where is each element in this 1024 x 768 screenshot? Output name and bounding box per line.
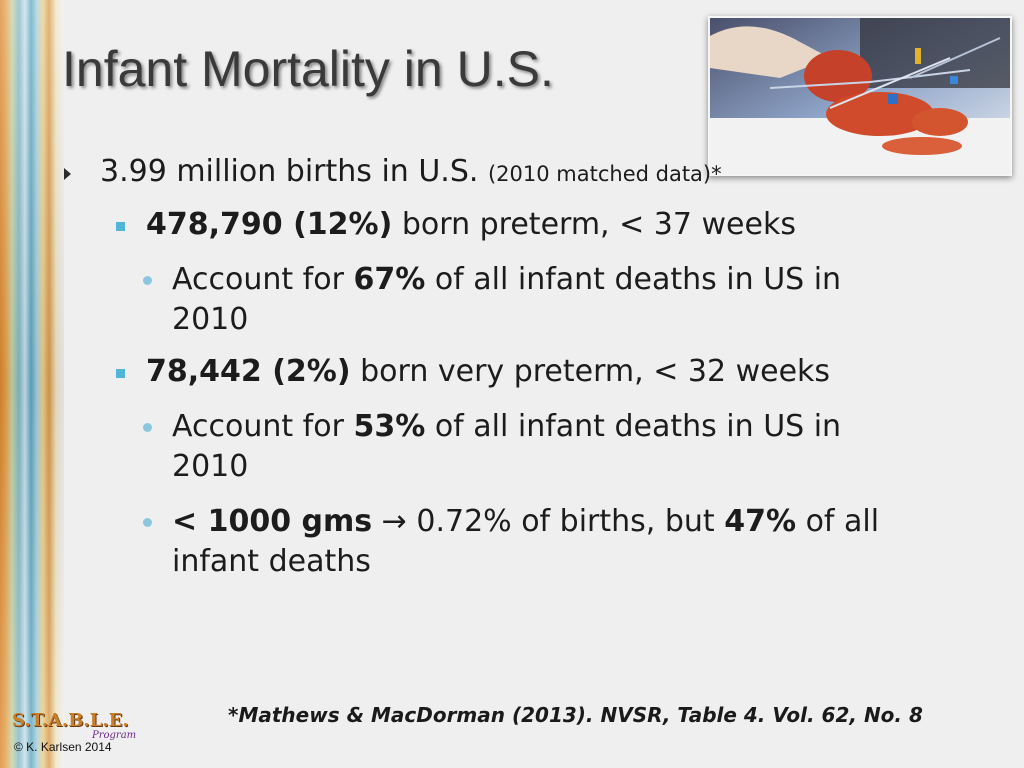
preterm-deaths-post: of all infant deaths in US in <box>434 262 842 297</box>
births-text: 3.99 million births in U.S. <box>100 154 479 189</box>
births-note: (2010 matched data)* <box>487 162 722 186</box>
preterm-count: 478,790 (12%) <box>146 207 393 242</box>
very-preterm-count: 78,442 (2%) <box>146 354 351 389</box>
very-preterm-deaths-pct: 53% <box>353 409 426 444</box>
arrow-right-icon: → <box>381 504 407 539</box>
logo-text: S.T.A.B.L.E. <box>12 710 129 731</box>
stable-logo: S.T.A.B.L.E. Program © K. Karlsen 2014 <box>10 708 140 758</box>
low-weight-line2: infant deaths <box>172 544 371 579</box>
low-weight-post: of all <box>805 504 880 539</box>
preterm-deaths-year: 2010 <box>172 302 249 337</box>
level3-bullet-icon <box>143 518 152 527</box>
slide-title: Infant Mortality in U.S. <box>62 41 554 97</box>
low-weight-pct: 47% <box>724 504 797 539</box>
bullet-preterm-deaths: Account for 67% of all infant deaths in … <box>172 260 841 340</box>
decorative-ribbon <box>0 0 64 768</box>
bullet-very-preterm: 78,442 (2%) born very preterm, < 32 week… <box>146 354 830 389</box>
level2-bullet-icon <box>116 369 125 378</box>
nicu-infant-photo <box>708 16 1012 176</box>
citation: *Mathews & MacDorman (2013). NVSR, Table… <box>228 703 923 727</box>
preterm-deaths-pre: Account for <box>172 262 344 297</box>
logo-script: Program <box>92 730 137 741</box>
very-preterm-text: born very preterm, < 32 weeks <box>360 354 831 389</box>
level1-bullet-icon <box>64 168 71 180</box>
level3-bullet-icon <box>143 423 152 432</box>
very-preterm-deaths-year: 2010 <box>172 449 249 484</box>
very-preterm-deaths-pre: Account for <box>172 409 344 444</box>
bullet-births: 3.99 million births in U.S. (2010 matche… <box>100 154 722 189</box>
copyright: © K. Karlsen 2014 <box>14 740 112 754</box>
preterm-deaths-pct: 67% <box>353 262 426 297</box>
bullet-preterm: 478,790 (12%) born preterm, < 37 weeks <box>146 207 796 242</box>
level2-bullet-icon <box>116 222 125 231</box>
level3-bullet-icon <box>143 276 152 285</box>
very-preterm-deaths-post: of all infant deaths in US in <box>434 409 842 444</box>
bullet-very-preterm-deaths: Account for 53% of all infant deaths in … <box>172 407 841 487</box>
preterm-text: born preterm, < 37 weeks <box>401 207 796 242</box>
bullet-low-weight: < 1000 gms → 0.72% of births, but 47% of… <box>172 502 879 582</box>
photo-illustration <box>710 18 1010 174</box>
low-weight-births: 0.72% of births, but <box>416 504 715 539</box>
low-weight-label: < 1000 gms <box>172 504 373 539</box>
